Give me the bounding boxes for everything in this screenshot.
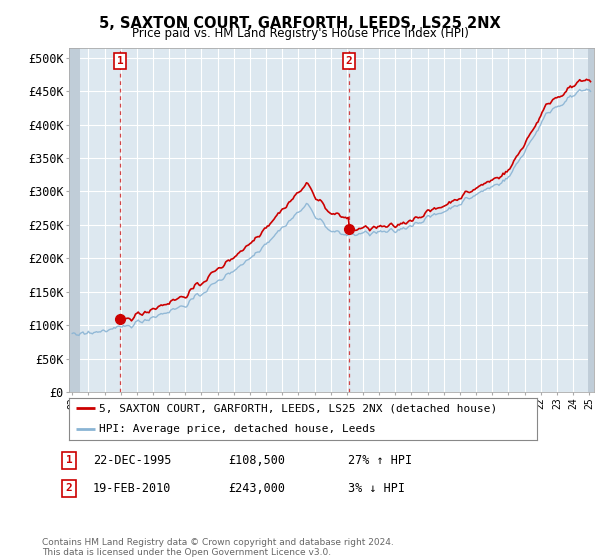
- Text: 2: 2: [346, 56, 352, 66]
- Text: HPI: Average price, detached house, Leeds: HPI: Average price, detached house, Leed…: [100, 424, 376, 433]
- Text: 1: 1: [117, 56, 124, 66]
- Text: 5, SAXTON COURT, GARFORTH, LEEDS, LS25 2NX: 5, SAXTON COURT, GARFORTH, LEEDS, LS25 2…: [99, 16, 501, 31]
- Text: £243,000: £243,000: [228, 482, 285, 495]
- Text: £108,500: £108,500: [228, 454, 285, 467]
- Text: 1: 1: [65, 455, 73, 465]
- Bar: [69, 48, 80, 392]
- Text: 5, SAXTON COURT, GARFORTH, LEEDS, LS25 2NX (detached house): 5, SAXTON COURT, GARFORTH, LEEDS, LS25 2…: [100, 403, 497, 413]
- Text: 27% ↑ HPI: 27% ↑ HPI: [348, 454, 412, 467]
- Text: Contains HM Land Registry data © Crown copyright and database right 2024.
This d: Contains HM Land Registry data © Crown c…: [42, 538, 394, 557]
- Bar: [587, 48, 594, 392]
- Text: 19-FEB-2010: 19-FEB-2010: [93, 482, 172, 495]
- Text: Price paid vs. HM Land Registry's House Price Index (HPI): Price paid vs. HM Land Registry's House …: [131, 27, 469, 40]
- Text: 22-DEC-1995: 22-DEC-1995: [93, 454, 172, 467]
- Text: 2: 2: [65, 483, 73, 493]
- Text: 3% ↓ HPI: 3% ↓ HPI: [348, 482, 405, 495]
